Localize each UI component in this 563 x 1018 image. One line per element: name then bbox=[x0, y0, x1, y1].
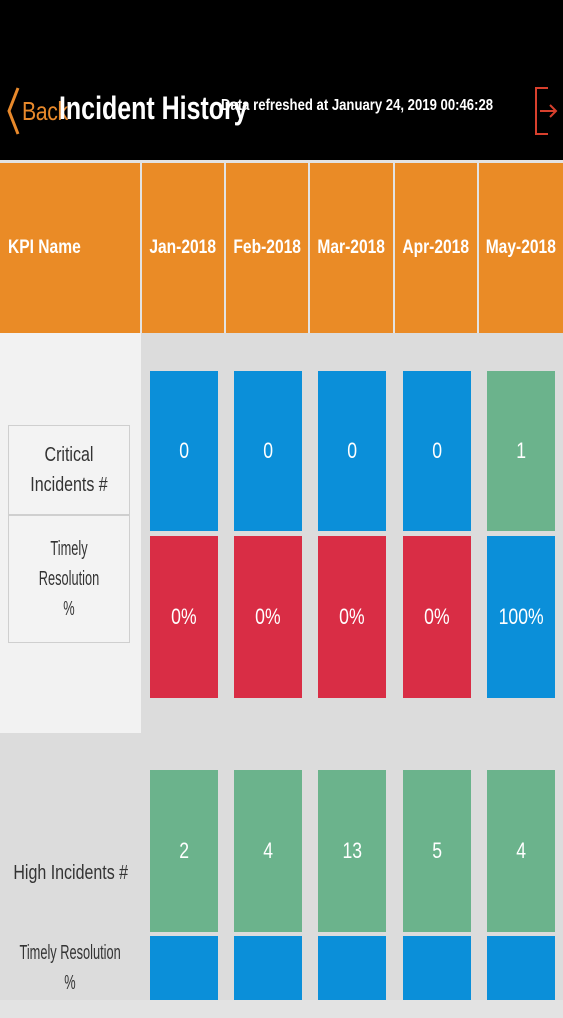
high-resolution-may[interactable] bbox=[487, 936, 555, 1000]
high-count-feb[interactable]: 4 bbox=[234, 770, 302, 932]
high-count-mar[interactable]: 13 bbox=[318, 770, 386, 932]
critical-count-mar[interactable]: 0 bbox=[318, 371, 386, 531]
kpi-label-timely-resolution: Timely Resolution% bbox=[8, 515, 130, 643]
high-count-apr[interactable]: 5 bbox=[403, 770, 471, 932]
high-resolution-feb[interactable] bbox=[234, 936, 302, 1000]
critical-count-apr[interactable]: 0 bbox=[403, 371, 471, 531]
critical-resolution-jan[interactable]: 0% bbox=[150, 536, 218, 698]
kpi-label-critical-incidents: Critical Incidents # bbox=[8, 425, 130, 515]
high-resolution-mar[interactable] bbox=[318, 936, 386, 1000]
kpi-label-timely-resolution: Timely Resolution% bbox=[19, 942, 122, 994]
critical-count-may[interactable]: 1 bbox=[487, 371, 555, 531]
critical-resolution-apr[interactable]: 0% bbox=[403, 536, 471, 698]
high-resolution-jan[interactable] bbox=[150, 936, 218, 1000]
table-header-row: KPI Name Jan-2018 Feb-2018 Mar-2018 Apr-… bbox=[0, 163, 563, 333]
logout-icon[interactable] bbox=[534, 86, 558, 136]
high-count-jan[interactable]: 2 bbox=[150, 770, 218, 932]
chevron-left-icon[interactable] bbox=[6, 86, 20, 136]
critical-resolution-mar[interactable]: 0% bbox=[318, 536, 386, 698]
critical-resolution-feb[interactable]: 0% bbox=[234, 536, 302, 698]
kpi-name-header: KPI Name bbox=[0, 163, 140, 333]
top-bar: Back Incident History Data refreshed at … bbox=[0, 0, 563, 160]
high-resolution-apr[interactable] bbox=[403, 936, 471, 1000]
page-title: Incident History bbox=[59, 90, 248, 126]
back-button[interactable]: Back bbox=[22, 96, 68, 126]
critical-count-feb[interactable]: 0 bbox=[234, 371, 302, 531]
month-header: Mar-2018 bbox=[310, 163, 393, 333]
kpi-section-critical: Critical Incidents # Timely Resolution% … bbox=[0, 333, 563, 733]
critical-count-jan[interactable]: 0 bbox=[150, 371, 218, 531]
month-header: Jan-2018 bbox=[142, 163, 224, 333]
refresh-timestamp: Data refreshed at January 24, 2019 00:46… bbox=[221, 97, 494, 114]
high-count-may[interactable]: 4 bbox=[487, 770, 555, 932]
kpi-label-high-incidents: High Incidents # bbox=[13, 862, 128, 884]
kpi-section-high: High Incidents # Timely Resolution% 2 4 … bbox=[0, 733, 563, 1000]
month-header: Feb-2018 bbox=[226, 163, 308, 333]
month-header: May-2018 bbox=[479, 163, 563, 333]
critical-resolution-may[interactable]: 100% bbox=[487, 536, 555, 698]
month-header: Apr-2018 bbox=[395, 163, 477, 333]
